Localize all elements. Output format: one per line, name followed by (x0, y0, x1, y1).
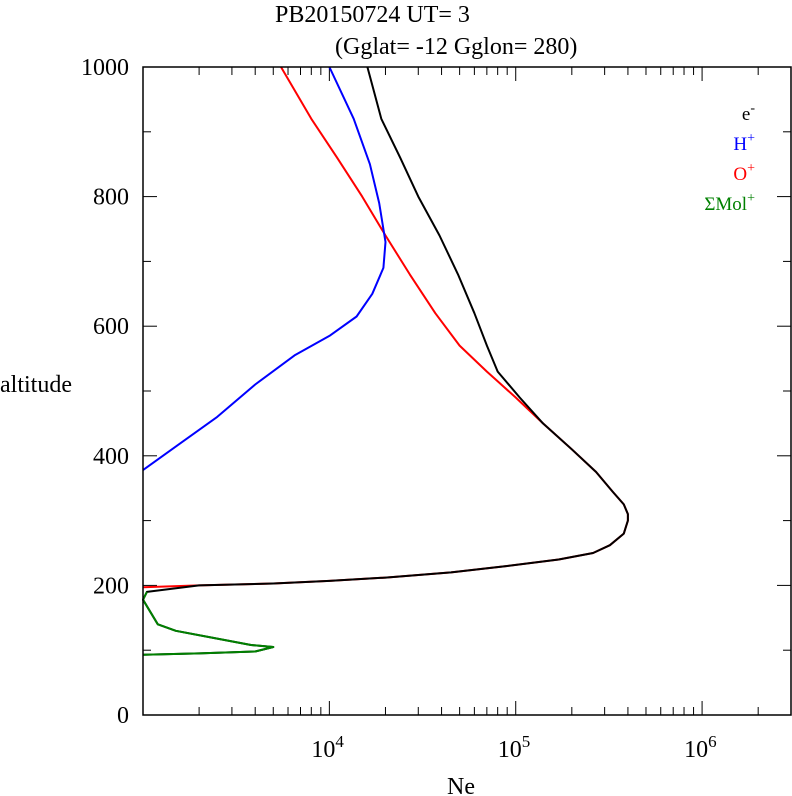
y-tick-label: 800 (93, 185, 129, 211)
x-tick-label: 105 (498, 732, 531, 763)
y-tick-label: 1000 (81, 55, 129, 81)
series-lines (142, 66, 629, 656)
axis-ticks (142, 66, 792, 716)
plot-frame (142, 66, 792, 716)
chart-title-line1: PB20150724 UT= 3 (275, 2, 470, 28)
x-tick-labels: 104 105 106 (311, 732, 716, 763)
legend: e- H+ O+ ΣMol+ (704, 101, 755, 215)
y-tick-labels: 0 200 400 600 800 1000 (81, 55, 129, 729)
series-line (142, 66, 629, 656)
series-line (142, 66, 629, 589)
x-axis-label: Ne (447, 774, 475, 796)
legend-entry: H+ (733, 131, 755, 155)
legend-entry: O+ (733, 161, 755, 185)
legend-entry: ΣMol+ (704, 191, 755, 215)
chart-title-line2: (Gglat= -12 Gglon= 280) (335, 34, 577, 60)
x-tick-label: 106 (684, 732, 717, 763)
y-tick-label: 600 (93, 314, 129, 340)
legend-entry: e- (742, 101, 755, 125)
x-tick-label: 104 (311, 732, 344, 763)
series-line (142, 591, 275, 656)
y-tick-label: 400 (93, 444, 129, 470)
series-line (142, 66, 387, 471)
y-axis-label: altitude (0, 372, 72, 398)
y-tick-label: 0 (117, 703, 129, 729)
y-tick-label: 200 (93, 573, 129, 599)
